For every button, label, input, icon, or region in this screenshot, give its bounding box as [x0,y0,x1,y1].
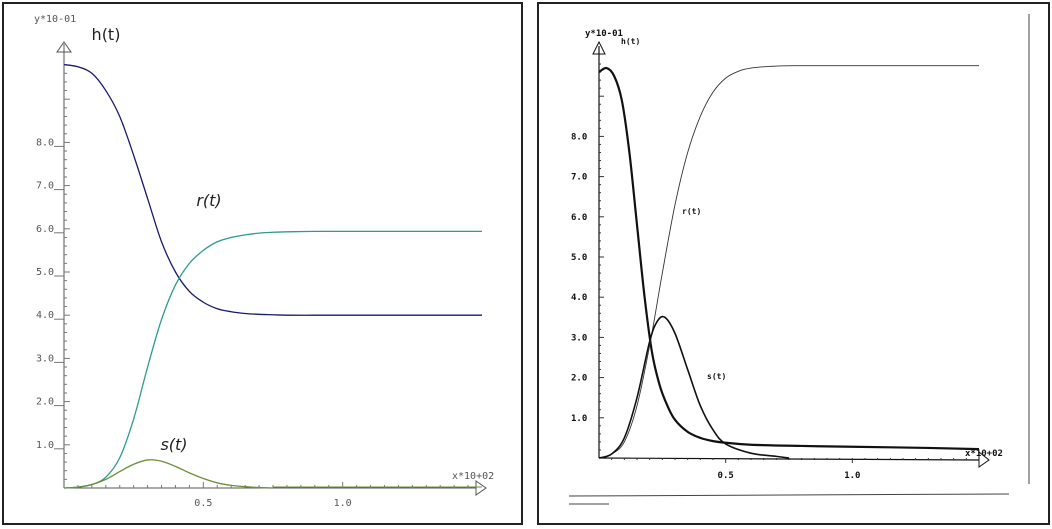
chart-panel-right: 1.0 2.0 3.0 4.0 5.0 6.0 7.0 8.0 0.5 1.0 y*10-01 x*1… [537,2,1050,525]
y-tick-label: 4.0 [36,310,54,321]
y-axis-title: y*10-01 [34,14,76,25]
y-tick-label: 8.0 [571,132,587,142]
x-axis-title: x*10+02 [965,449,1003,459]
y-tick-label: 1.0 [36,440,54,451]
y-axis-arrow [56,41,72,53]
label-s: s(t) [160,435,187,454]
y-tick-label: 6.0 [571,213,587,223]
y-tick-label: 6.0 [36,224,54,235]
label-s: s(t) [707,372,726,381]
x-tick-label: 0.5 [194,498,212,509]
y-tick-label: 1.0 [571,414,587,424]
series-s-line [598,315,790,459]
chart-right-svg: 1.0 2.0 3.0 4.0 5.0 6.0 7.0 8.0 0.5 1.0 y*10-01 x*1… [568,14,1030,505]
y-tick-label: 8.0 [36,137,54,148]
y-tick-label: 2.0 [36,397,54,408]
chart-panel-left: 1.0 2.0 3.0 4.0 5.0 6.0 7.0 8.0 0.5 1.0 y*10-01 x*1… [2,2,523,525]
x-tick-label: 1.0 [334,498,352,509]
series-h-line [63,63,482,316]
y-tick-label: 7.0 [36,181,54,192]
series-r-line [63,230,482,489]
y-axis-title: y*10-01 [585,29,623,39]
label-r: r(t) [196,191,221,210]
label-h: h(t) [92,25,121,44]
series-r-line [598,65,979,459]
x-tick-label: 0.5 [718,471,734,481]
label-r: r(t) [682,207,701,216]
series-s-line [63,459,274,489]
y-tick-label: 7.0 [571,173,587,183]
y-tick-label: 2.0 [571,374,587,384]
y-tick-label: 4.0 [571,293,587,303]
y-tick-label: 5.0 [571,253,587,263]
x-tick-label: 1.0 [844,471,860,481]
y-tick-label: 5.0 [36,267,54,278]
scan-edge-line [568,493,1010,497]
chart-left-svg: 1.0 2.0 3.0 4.0 5.0 6.0 7.0 8.0 0.5 1.0 y*10-01 x*1… [34,14,494,509]
series-h-line [598,66,980,451]
label-h: h(t) [621,37,640,46]
y-axis-arrow [592,40,606,55]
y-tick-label: 3.0 [571,333,587,343]
y-tick-label: 3.0 [36,353,54,364]
x-axis-title: x*10+02 [452,471,494,482]
x-axis-arrow [978,450,990,468]
x-axis-arrow [475,480,487,496]
